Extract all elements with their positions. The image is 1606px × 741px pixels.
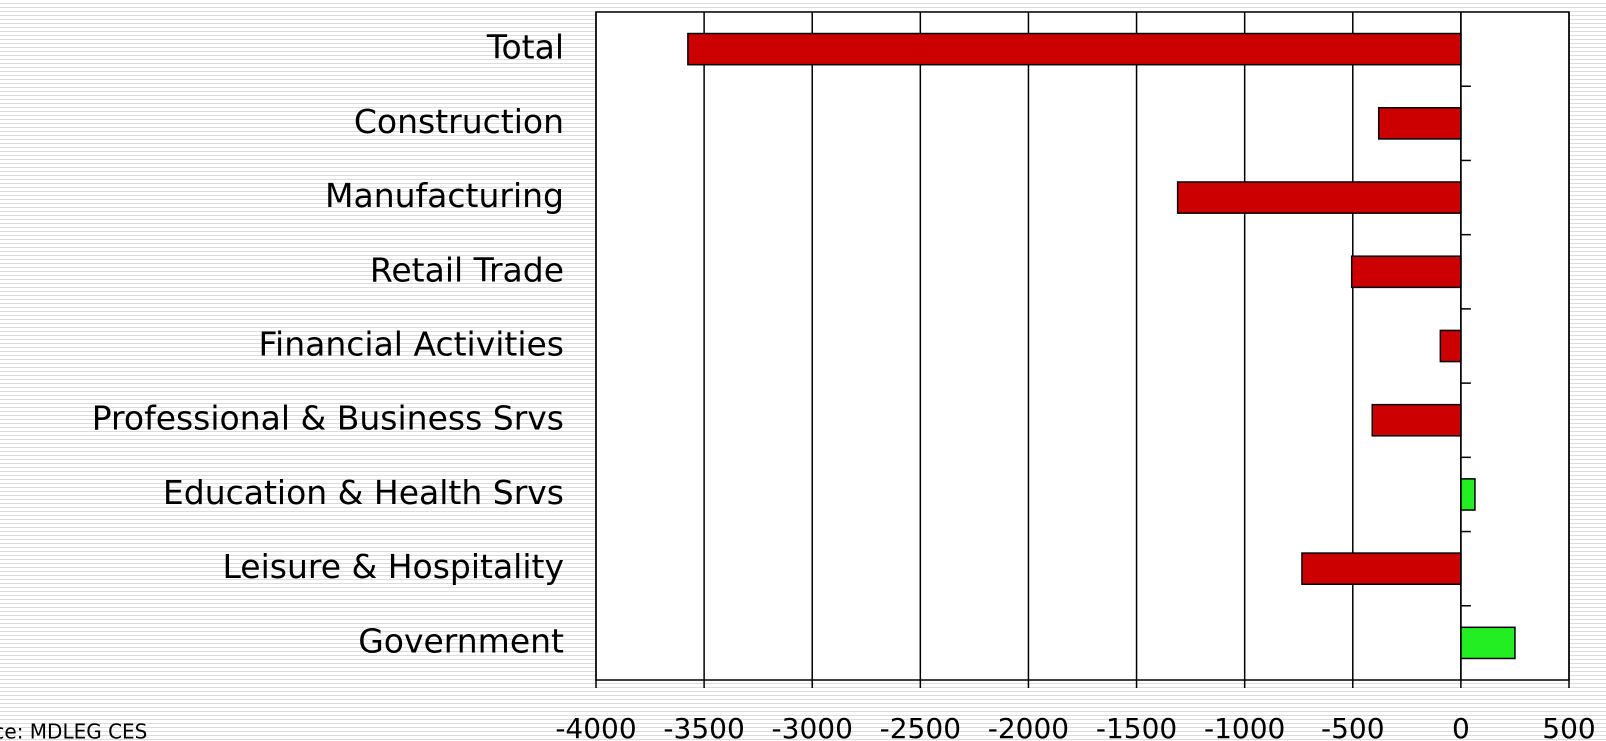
bar (1460, 626, 1516, 660)
bar (687, 32, 1462, 66)
bar (1301, 552, 1462, 586)
plot-frame (595, 11, 1570, 681)
y-tick-label: Manufacturing (325, 176, 564, 215)
x-tick-label: -1000 (1204, 712, 1285, 741)
y-tick-label: Financial Activities (258, 325, 564, 364)
y-tick-label: Professional & Business Srvs (92, 399, 564, 438)
x-tick-label: 0 (1452, 712, 1470, 741)
bar (1350, 255, 1462, 289)
x-tick-label: -3500 (663, 712, 744, 741)
bar (1371, 403, 1462, 437)
y-tick-label: Total (486, 28, 564, 67)
x-tick-label: 500 (1542, 712, 1595, 741)
x-tick-label: -2000 (988, 712, 1069, 741)
source-note: Source: MDLEG CES (0, 720, 147, 741)
x-tick-label: -2500 (880, 712, 961, 741)
y-tick-label: Government (358, 621, 564, 660)
x-tick-label: -500 (1321, 712, 1385, 741)
x-tick-label: -4000 (555, 712, 636, 741)
bar (1176, 181, 1462, 214)
y-tick-label: Education & Health Srvs (163, 473, 564, 512)
x-tick-label: -1500 (1096, 712, 1177, 741)
y-tick-label: Construction (354, 102, 564, 141)
bar (1377, 106, 1462, 140)
bar (1439, 329, 1462, 363)
bar (1460, 478, 1476, 511)
y-tick-label: Leisure & Hospitality (222, 547, 564, 586)
x-tick-label: -3000 (772, 712, 853, 741)
y-tick-label: Retail Trade (370, 250, 564, 289)
